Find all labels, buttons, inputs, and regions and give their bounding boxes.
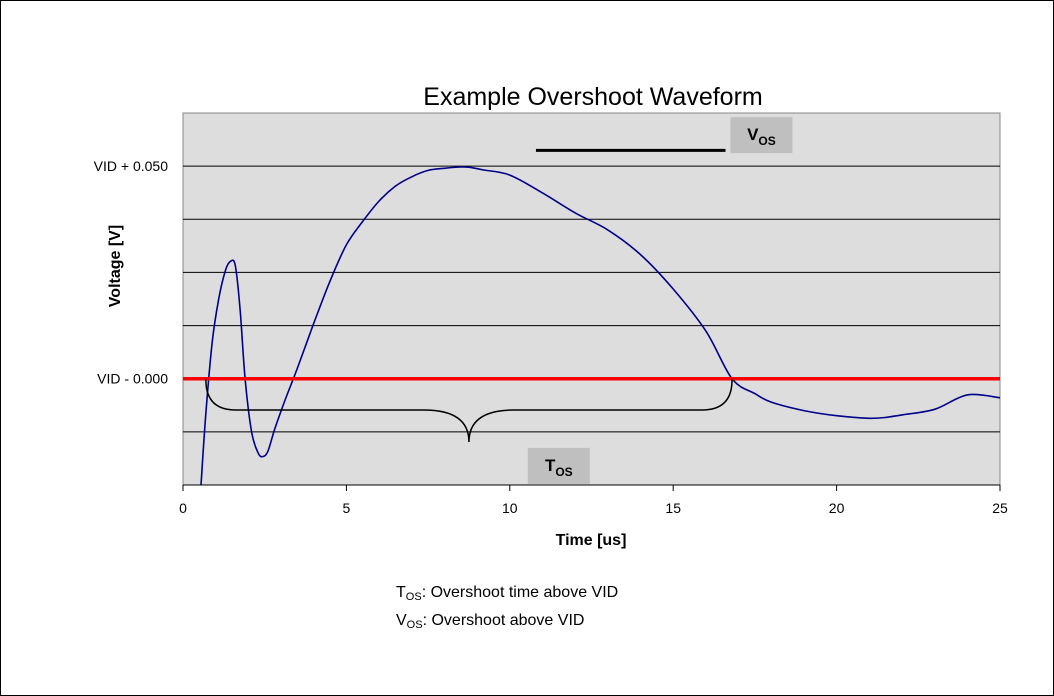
- series-layer: [183, 166, 1001, 486]
- legend-vos-symbol: V: [396, 612, 407, 629]
- x-tick-label-0: 0: [179, 500, 187, 516]
- plot-area: [182, 112, 1001, 486]
- x-tick-label-5: 25: [992, 500, 1008, 516]
- legend-vos-text: : Overshoot above VID: [422, 612, 585, 629]
- vos-label-box: [730, 117, 793, 154]
- annotation-layer: VOS TOS: [205, 117, 793, 484]
- legend-tos-symbol: T: [396, 584, 406, 601]
- axis-layer: [182, 484, 1001, 491]
- legend-tos-text: : Overshoot time above VID: [421, 584, 619, 601]
- legend-vos: VOS: Overshoot above VID: [396, 612, 585, 631]
- x-tick-label-4: 20: [829, 500, 845, 516]
- tick-labels: 0 5 10 15 20 25 VID + 0.050 VID - 0.000: [94, 158, 1008, 516]
- x-axis-title: Time [us]: [556, 532, 627, 549]
- tos-brace: [205, 378, 733, 443]
- vos-label: VOS: [747, 125, 776, 148]
- y-tick-label-0: VID + 0.050: [94, 158, 169, 174]
- legend-tos-subscript: OS: [405, 591, 422, 603]
- y-tick-label-1: VID - 0.000: [97, 371, 168, 387]
- legend-vos-subscript: OS: [406, 619, 423, 631]
- tos-label: TOS: [545, 456, 573, 479]
- x-tick-label-2: 10: [502, 500, 518, 516]
- legend-tos: TOS: Overshoot time above VID: [396, 584, 619, 603]
- chart-title: Example Overshoot Waveform: [423, 83, 762, 111]
- series-waveform-line: [200, 166, 1001, 486]
- x-tick-label-1: 5: [343, 500, 351, 516]
- y-axis-title: Voltage [V]: [107, 225, 124, 307]
- x-tick-label-3: 15: [665, 500, 681, 516]
- tos-label-box: [527, 447, 590, 484]
